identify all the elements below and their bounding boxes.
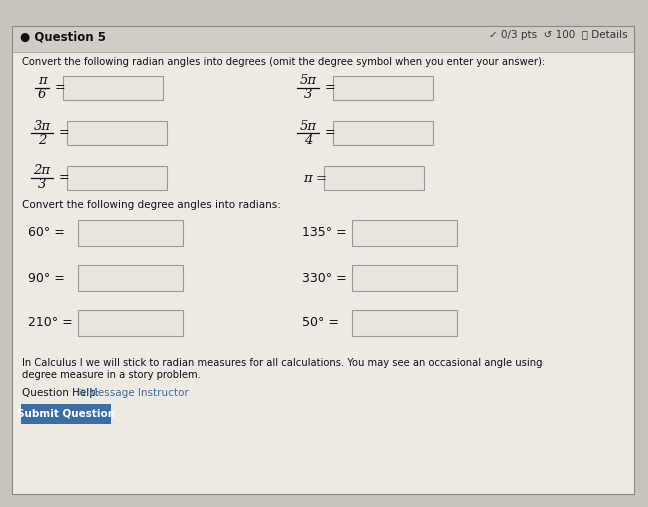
Text: 2π: 2π	[34, 164, 51, 177]
FancyBboxPatch shape	[64, 76, 163, 100]
Text: ● Question 5: ● Question 5	[20, 30, 106, 43]
Text: =: =	[325, 82, 335, 94]
Text: 330° =: 330° =	[302, 272, 347, 284]
Text: 2: 2	[38, 133, 46, 147]
Text: 135° =: 135° =	[302, 227, 347, 239]
FancyBboxPatch shape	[352, 220, 457, 246]
Text: Submit Question: Submit Question	[17, 409, 115, 419]
Text: Convert the following degree angles into radians:: Convert the following degree angles into…	[22, 200, 281, 210]
FancyBboxPatch shape	[78, 265, 183, 291]
FancyBboxPatch shape	[324, 166, 424, 190]
Text: 50° =: 50° =	[302, 316, 339, 330]
FancyBboxPatch shape	[352, 310, 457, 336]
Text: =: =	[58, 127, 69, 139]
Text: π =: π =	[303, 171, 327, 185]
Text: In Calculus I we will stick to radian measures for all calculations. You may see: In Calculus I we will stick to radian me…	[22, 358, 542, 368]
Text: ✓ 0/3 pts  ↺ 100  ⓘ Details: ✓ 0/3 pts ↺ 100 ⓘ Details	[489, 30, 628, 40]
Text: 90° =: 90° =	[28, 272, 65, 284]
Text: 5π: 5π	[299, 120, 317, 132]
Text: 5π: 5π	[299, 75, 317, 88]
Text: =: =	[54, 82, 65, 94]
Text: Convert the following radian angles into degrees (omit the degree symbol when yo: Convert the following radian angles into…	[22, 57, 545, 67]
Text: π: π	[38, 75, 47, 88]
Text: 3π: 3π	[34, 120, 51, 132]
Text: =: =	[325, 127, 335, 139]
FancyBboxPatch shape	[78, 220, 183, 246]
FancyBboxPatch shape	[21, 404, 111, 424]
FancyBboxPatch shape	[67, 121, 167, 145]
Text: 4: 4	[304, 133, 312, 147]
FancyBboxPatch shape	[334, 121, 434, 145]
FancyBboxPatch shape	[352, 265, 457, 291]
Text: 210° =: 210° =	[28, 316, 73, 330]
Text: 6: 6	[38, 89, 46, 101]
Text: Question Help:: Question Help:	[22, 388, 106, 398]
FancyBboxPatch shape	[12, 26, 634, 52]
FancyBboxPatch shape	[67, 166, 167, 190]
Text: 3: 3	[38, 178, 46, 192]
Text: =: =	[58, 171, 69, 185]
Text: ✉ Message Instructor: ✉ Message Instructor	[77, 388, 189, 398]
FancyBboxPatch shape	[12, 52, 634, 494]
Text: 60° =: 60° =	[28, 227, 65, 239]
Text: degree measure in a story problem.: degree measure in a story problem.	[22, 370, 201, 380]
FancyBboxPatch shape	[334, 76, 434, 100]
FancyBboxPatch shape	[78, 310, 183, 336]
Text: 3: 3	[304, 89, 312, 101]
